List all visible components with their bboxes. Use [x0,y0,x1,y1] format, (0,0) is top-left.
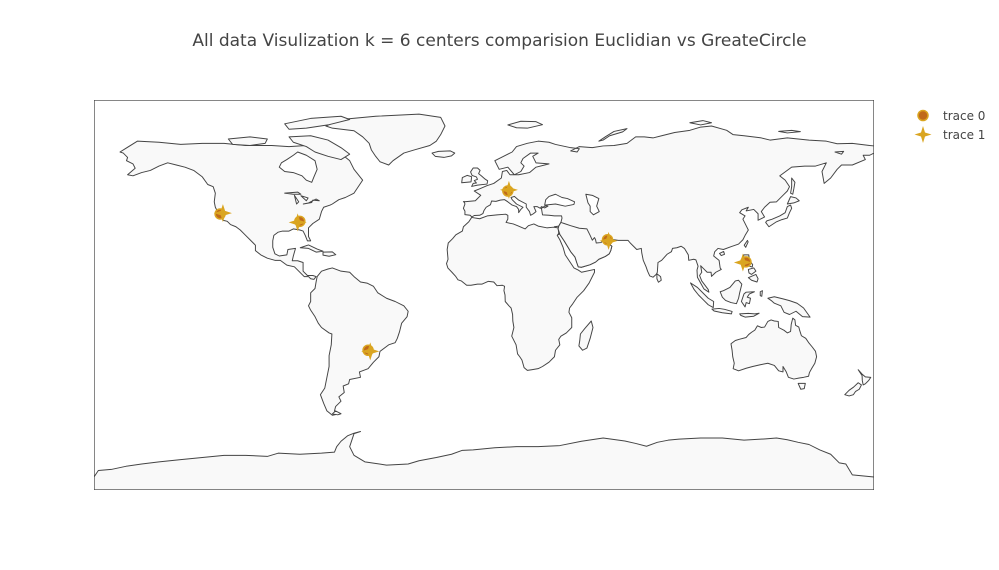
sumatra [689,282,715,309]
star-marker-5[interactable] [361,342,380,361]
star-marker-1[interactable] [288,213,307,232]
cuba [299,244,324,253]
novaya-zemlya [598,128,628,142]
severnaya-zemlya [689,120,712,126]
taiwan [743,239,749,248]
new-guinea [767,296,811,318]
star-marker-icon [914,126,932,143]
land-layer [94,113,874,490]
circle-marker-icon [917,109,929,122]
new-siberian-islands [778,129,801,134]
chart-title: All data Visulization k = 6 centers comp… [192,31,807,51]
eurasia [462,125,874,293]
australia [730,317,818,380]
sri-lanka [656,273,662,283]
sea-of-azov-black-sea-caspian [544,193,600,216]
new-zealand-south [844,382,862,397]
visayas [747,267,757,275]
series-trace-0 [214,185,752,356]
iceland [431,150,456,158]
great-britain [470,167,489,187]
hispaniola [322,251,337,257]
victoria-island [227,136,268,146]
timor-flores [739,312,760,318]
south-america [308,267,409,416]
star-marker-2[interactable] [499,180,518,199]
antarctica [94,431,874,490]
legend-label: trace 1 [943,127,986,142]
star-marker-3[interactable] [599,231,618,250]
java [711,307,733,315]
legend-label: trace 0 [943,108,986,123]
great-lakes [284,191,320,205]
markers-layer [213,180,752,361]
legend: trace 0 trace 1 [910,106,985,144]
legend-item-trace-0[interactable]: trace 0 [910,106,985,125]
star-marker-0[interactable] [213,204,232,223]
hudson-bay [278,151,318,183]
svalbard [507,120,543,129]
star-marker-4[interactable] [733,253,752,272]
ellesmere-island [284,115,351,130]
kamchatka-cape [834,150,845,155]
series-trace-1 [213,180,752,361]
sulawesi [740,291,755,308]
new-zealand-north [857,369,872,386]
africa [446,213,595,371]
hainan [719,250,725,257]
japan [765,196,800,228]
tasmania [797,382,806,390]
madagascar [578,320,594,351]
sakhalin [790,177,796,195]
tierra-del-fuego [331,410,342,416]
ireland [461,174,473,184]
halmahera [759,290,763,297]
baffin-island [288,135,351,161]
legend-item-trace-1[interactable]: trace 1 [910,125,985,144]
borneo [719,279,743,305]
world-map[interactable] [94,100,874,490]
greenland [325,113,446,166]
mindanao [747,273,759,283]
